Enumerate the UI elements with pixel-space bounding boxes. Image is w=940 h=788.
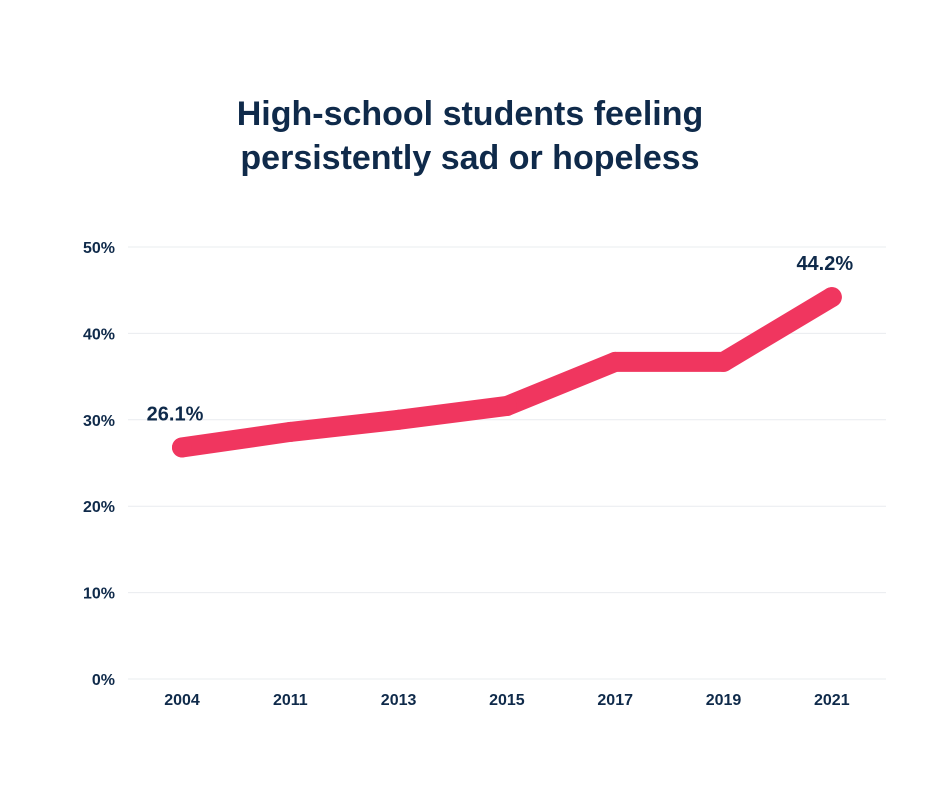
data-point — [388, 409, 409, 430]
data-label: 44.2% — [796, 253, 853, 275]
data-point — [713, 351, 734, 372]
data-label: 26.1% — [147, 403, 204, 425]
x-tick-label: 2019 — [706, 692, 742, 709]
x-axis-ticks: 2004 2011 2013 2015 2017 2019 2021 — [164, 692, 849, 709]
x-tick-label: 2015 — [489, 692, 525, 709]
y-axis-ticks: 0% 10% 20% 30% 40% 50% — [83, 240, 115, 689]
y-tick-label: 20% — [83, 499, 115, 516]
data-labels: 26.1% 44.2% — [147, 253, 854, 425]
gridlines — [128, 246, 886, 680]
data-point — [172, 437, 192, 458]
series-line — [172, 287, 842, 458]
chart-title: High-school students feeling persistentl… — [0, 92, 940, 180]
series-layer — [172, 287, 842, 458]
y-tick-label: 0% — [92, 672, 115, 689]
data-point — [280, 421, 301, 442]
x-tick-label: 2004 — [164, 692, 200, 709]
y-tick-label: 30% — [83, 413, 115, 430]
data-point — [821, 287, 842, 308]
x-tick-label: 2013 — [381, 692, 417, 709]
x-tick-label: 2011 — [273, 692, 308, 709]
x-tick-label: 2021 — [814, 692, 850, 709]
x-tick-label: 2017 — [597, 692, 633, 709]
y-tick-label: 10% — [83, 586, 115, 603]
chart-title-line-2: persistently sad or hopeless — [240, 139, 700, 177]
chart-title-line-1: High-school students feeling — [236, 95, 704, 133]
y-tick-label: 40% — [83, 326, 115, 343]
data-point — [496, 395, 517, 416]
y-tick-label: 50% — [83, 240, 115, 257]
data-point — [605, 351, 626, 372]
